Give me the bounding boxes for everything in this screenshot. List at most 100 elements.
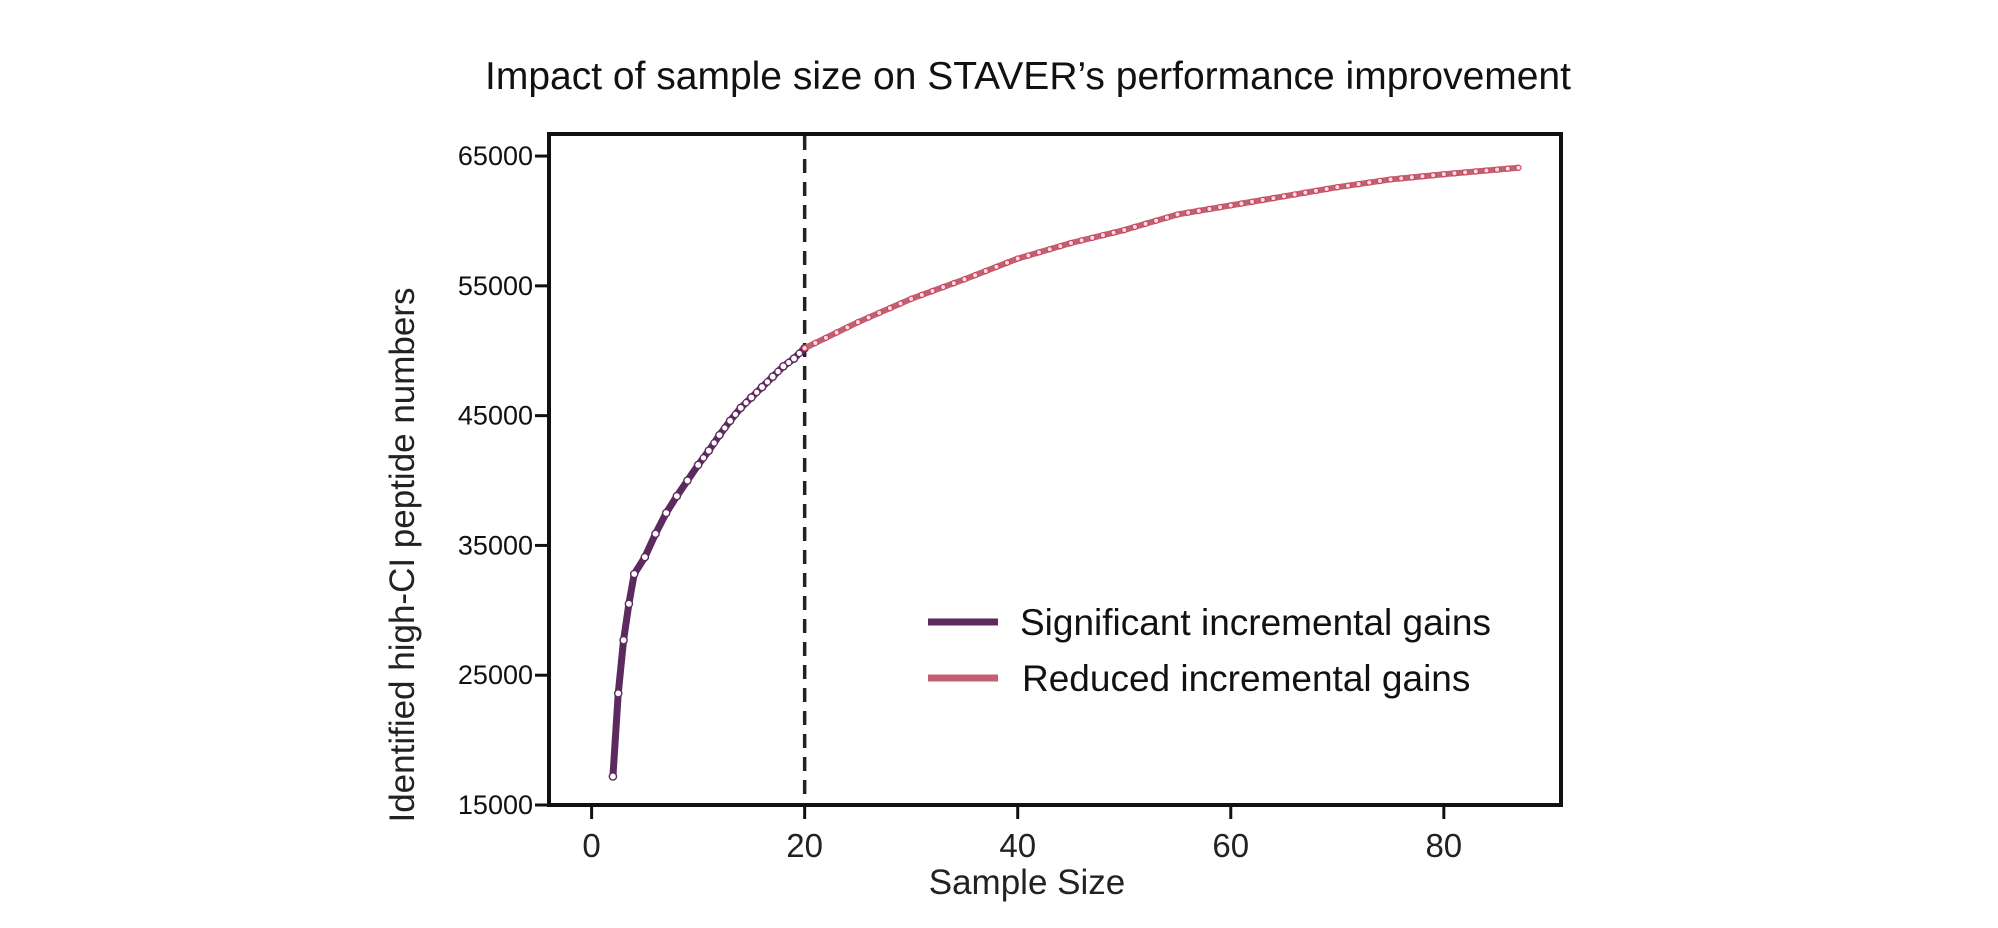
y-tick-label: 25000 bbox=[458, 660, 533, 690]
data-point bbox=[1142, 220, 1149, 227]
data-point bbox=[1472, 168, 1479, 175]
x-tick-label: 0 bbox=[582, 827, 600, 864]
data-point bbox=[854, 319, 862, 326]
data-point bbox=[747, 393, 756, 402]
data-point bbox=[774, 367, 782, 376]
data-point bbox=[1387, 176, 1394, 183]
data-point bbox=[720, 424, 729, 432]
data-point bbox=[1099, 232, 1107, 239]
data-point bbox=[1270, 194, 1277, 202]
data-point bbox=[640, 552, 650, 562]
x-tick-label: 40 bbox=[999, 827, 1036, 864]
data-point bbox=[661, 508, 671, 518]
data-point bbox=[629, 569, 639, 579]
data-point bbox=[1355, 180, 1362, 188]
data-point bbox=[704, 446, 714, 455]
y-tick-label: 55000 bbox=[458, 271, 533, 301]
data-point bbox=[1376, 177, 1384, 185]
data-point bbox=[715, 430, 724, 440]
data-point bbox=[1440, 171, 1447, 178]
data-point bbox=[833, 329, 840, 336]
data-point bbox=[1174, 211, 1181, 218]
data-point bbox=[784, 358, 793, 367]
data-point bbox=[1291, 191, 1298, 198]
legend-label: Reduced incremental gains bbox=[1022, 658, 1470, 699]
data-point bbox=[763, 378, 772, 386]
data-point bbox=[1206, 205, 1213, 213]
data-point bbox=[1483, 167, 1490, 174]
data-point bbox=[1163, 214, 1171, 221]
data-point bbox=[613, 689, 623, 698]
data-point bbox=[1430, 172, 1437, 179]
legend: Significant incremental gains Reduced inc… bbox=[928, 602, 1491, 699]
data-point bbox=[1398, 175, 1405, 182]
data-point bbox=[1451, 170, 1458, 177]
data-point bbox=[1408, 174, 1416, 181]
data-point bbox=[619, 635, 628, 645]
data-point bbox=[1110, 229, 1117, 236]
data-point bbox=[725, 416, 735, 426]
data-point bbox=[908, 295, 915, 302]
data-point bbox=[812, 339, 819, 347]
data-point bbox=[971, 272, 979, 279]
x-axis-label: Sample Size bbox=[929, 863, 1125, 902]
data-point bbox=[1461, 169, 1469, 176]
y-axis: 15000 25000 35000 45000 55000 65000 bbox=[458, 141, 549, 820]
data-point bbox=[876, 309, 883, 316]
data-point bbox=[1067, 239, 1075, 247]
data-point bbox=[1121, 226, 1128, 234]
data-point bbox=[1334, 184, 1341, 191]
data-point bbox=[886, 305, 894, 312]
data-point bbox=[1259, 196, 1266, 204]
data-point bbox=[1493, 166, 1501, 173]
data-point bbox=[742, 398, 750, 407]
data-point bbox=[961, 276, 968, 283]
data-point bbox=[1515, 164, 1522, 171]
data-point bbox=[929, 287, 936, 295]
data-point bbox=[736, 403, 746, 413]
data-point bbox=[1089, 234, 1096, 241]
data-point bbox=[795, 349, 804, 358]
data-point bbox=[1323, 185, 1330, 193]
series-layer bbox=[608, 136, 1522, 803]
y-axis-label: Identified high-CI peptide numbers bbox=[383, 287, 422, 822]
data-point bbox=[683, 476, 692, 485]
data-point bbox=[789, 354, 799, 363]
data-point bbox=[1248, 198, 1256, 205]
data-point bbox=[1504, 165, 1511, 172]
y-tick-label: 35000 bbox=[458, 530, 533, 560]
data-point bbox=[1078, 237, 1085, 244]
series-line bbox=[609, 344, 809, 780]
x-axis: 0 20 40 60 80 bbox=[582, 805, 1462, 864]
data-point bbox=[822, 334, 830, 341]
data-point bbox=[1419, 173, 1426, 180]
data-point bbox=[1302, 189, 1309, 196]
data-point bbox=[624, 599, 634, 609]
data-point bbox=[710, 439, 718, 447]
data-point bbox=[1195, 207, 1202, 214]
data-point bbox=[752, 388, 761, 397]
data-point bbox=[1238, 200, 1245, 207]
data-point bbox=[1280, 193, 1288, 200]
data-point bbox=[699, 454, 708, 462]
data-point bbox=[672, 491, 682, 501]
data-point bbox=[918, 291, 925, 299]
data-point bbox=[1216, 204, 1224, 211]
data-point bbox=[801, 344, 808, 352]
data-point bbox=[1003, 259, 1011, 266]
data-point bbox=[1153, 217, 1160, 224]
data-point bbox=[757, 382, 767, 392]
data-point bbox=[993, 263, 1000, 271]
chart-title: Impact of sample size on STAVER’s perfor… bbox=[485, 55, 1571, 98]
data-point bbox=[950, 280, 957, 287]
data-point bbox=[897, 300, 904, 307]
data-point bbox=[1344, 182, 1352, 189]
plot-frame bbox=[547, 132, 1563, 807]
data-point bbox=[731, 410, 740, 419]
data-point bbox=[768, 372, 778, 382]
data-point bbox=[1227, 202, 1234, 209]
x-tick-label: 80 bbox=[1425, 827, 1462, 864]
series-line bbox=[801, 164, 1522, 352]
